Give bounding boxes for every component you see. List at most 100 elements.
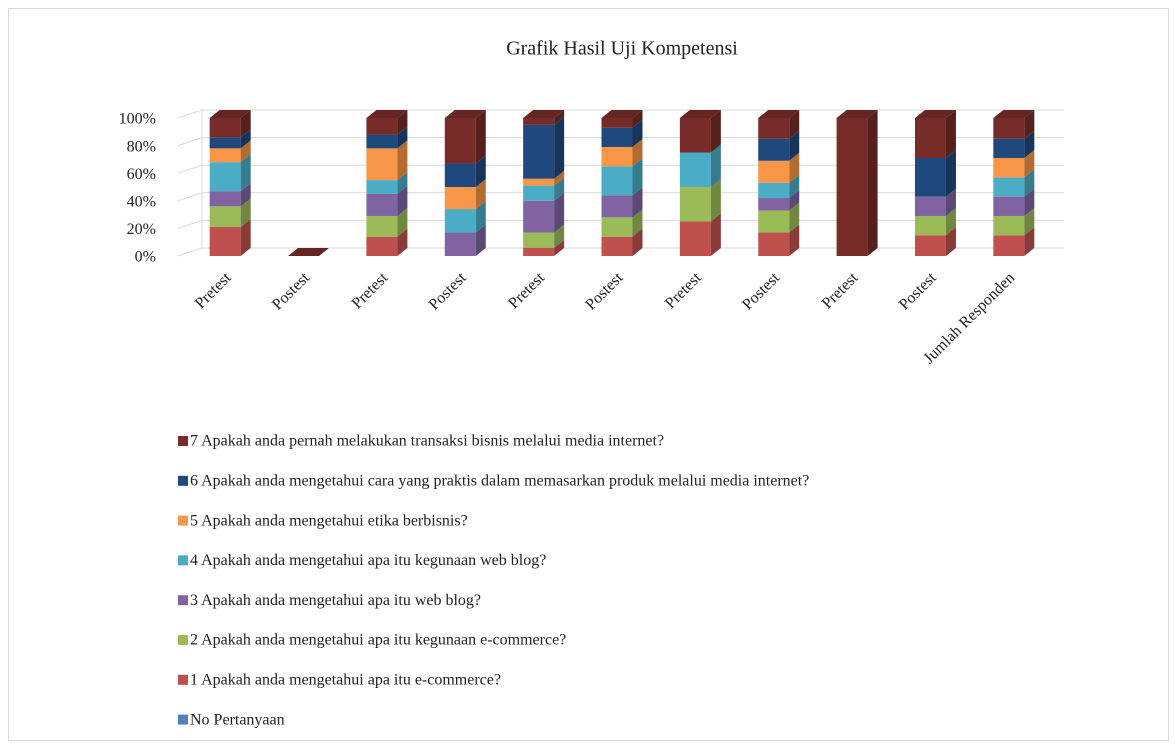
bar-stack <box>523 110 565 256</box>
bar-stack <box>366 110 408 256</box>
legend-label: 3 Apakah anda mengetahui apa itu web blo… <box>190 592 481 609</box>
bar-side <box>789 152 800 183</box>
legend-label: 5 Apakah anda mengetahui etika berbisnis… <box>190 512 468 529</box>
bar-side <box>632 138 643 167</box>
bar-segment <box>366 193 398 216</box>
bar-segment <box>523 185 555 201</box>
bar-segment <box>601 236 633 256</box>
y-tick-label: 20% <box>127 221 156 238</box>
bar-side <box>1024 150 1035 178</box>
bar-segment <box>601 146 633 167</box>
bar-segment <box>914 118 946 159</box>
bar-side <box>1024 130 1035 159</box>
bar-segment <box>758 160 790 183</box>
bar-segment <box>758 118 790 139</box>
bar-side <box>554 192 565 233</box>
bar-segment <box>523 232 555 248</box>
legend-label: 2 Apakah anda mengetahui apa itu kegunaa… <box>190 632 566 649</box>
bar-side <box>240 110 251 138</box>
bar-segment <box>444 187 476 210</box>
bar-segment <box>993 138 1025 159</box>
bar-side <box>240 198 251 228</box>
bar-side <box>789 224 800 256</box>
bar-segment <box>758 138 790 161</box>
bar-side <box>632 110 643 128</box>
bar-side <box>710 110 721 153</box>
y-tick-label: 60% <box>127 166 156 183</box>
bar-segment <box>601 195 633 218</box>
bar-side <box>554 224 565 248</box>
bar-segment <box>209 118 241 138</box>
bar-side <box>710 179 721 222</box>
bar-side <box>632 228 643 256</box>
bar-side <box>240 129 251 149</box>
bar-side <box>554 170 565 186</box>
bar-side <box>397 140 408 181</box>
bar-side <box>789 190 800 211</box>
bar-side <box>789 130 800 161</box>
bar-side <box>397 185 408 216</box>
y-tick-label: 100% <box>119 111 156 128</box>
bar-side <box>475 110 486 164</box>
bar-segment <box>914 215 946 236</box>
bar-segment <box>679 118 711 153</box>
bar-side <box>710 144 721 187</box>
bar-side <box>475 179 486 210</box>
bar-top <box>914 110 956 118</box>
bar-segment <box>366 215 398 237</box>
y-tick-label: 0% <box>135 249 156 266</box>
legend-swatch <box>178 595 188 606</box>
bar-segment <box>914 235 946 256</box>
bar-side <box>945 207 956 236</box>
bar-segment <box>444 118 476 164</box>
bar-side <box>632 158 643 196</box>
bar-top <box>209 110 251 118</box>
bar-segment <box>993 235 1025 256</box>
bar-side <box>945 150 956 197</box>
bar-top <box>758 110 800 118</box>
bar-side <box>397 172 408 194</box>
bar-segment <box>209 137 241 149</box>
bar-segment <box>993 177 1025 197</box>
bar-segment <box>758 210 790 233</box>
bar-segment <box>914 196 946 216</box>
bar-segment <box>209 148 241 163</box>
bar-side <box>945 110 956 159</box>
bar-segment <box>366 134 398 149</box>
bar-segment <box>836 118 868 256</box>
bar-side <box>789 110 800 139</box>
bar-stack <box>836 110 878 256</box>
y-tick-label: 80% <box>127 138 156 155</box>
bar-segment <box>601 166 633 196</box>
chart-title: Grafik Hasil Uji Kompetensi <box>506 38 738 60</box>
legend-label: 4 Apakah anda mengetahui apa itu kegunaa… <box>190 552 546 569</box>
bar-segment <box>209 206 241 228</box>
bar-segment <box>444 209 476 233</box>
bar-side <box>945 188 956 216</box>
bar-segment <box>209 227 241 256</box>
bar-side <box>632 187 643 218</box>
bar-segment <box>601 217 633 237</box>
bar-segment <box>366 180 398 194</box>
legend-label: No Pertanyaan <box>190 711 285 728</box>
bar-side <box>397 207 408 237</box>
bar-side <box>554 116 565 179</box>
legend-swatch <box>178 555 188 566</box>
bar-segment <box>523 178 555 186</box>
bar-segment <box>523 118 555 125</box>
bar-segment <box>209 162 241 192</box>
legend-label: 6 Apakah anda mengetahui cara yang prakt… <box>190 472 809 489</box>
bar-side <box>1024 207 1035 236</box>
bar-side <box>240 219 251 256</box>
bar-side <box>710 213 721 256</box>
bar-segment <box>523 247 555 256</box>
bar-segment <box>758 198 790 211</box>
bar-segment <box>679 187 711 222</box>
bar-stack <box>444 110 486 256</box>
bar-stack <box>914 110 956 256</box>
bar-segment <box>209 191 241 207</box>
bar-stack <box>601 110 643 256</box>
bar-top <box>366 110 408 118</box>
legend-swatch <box>178 475 188 486</box>
bar-side <box>397 110 408 135</box>
